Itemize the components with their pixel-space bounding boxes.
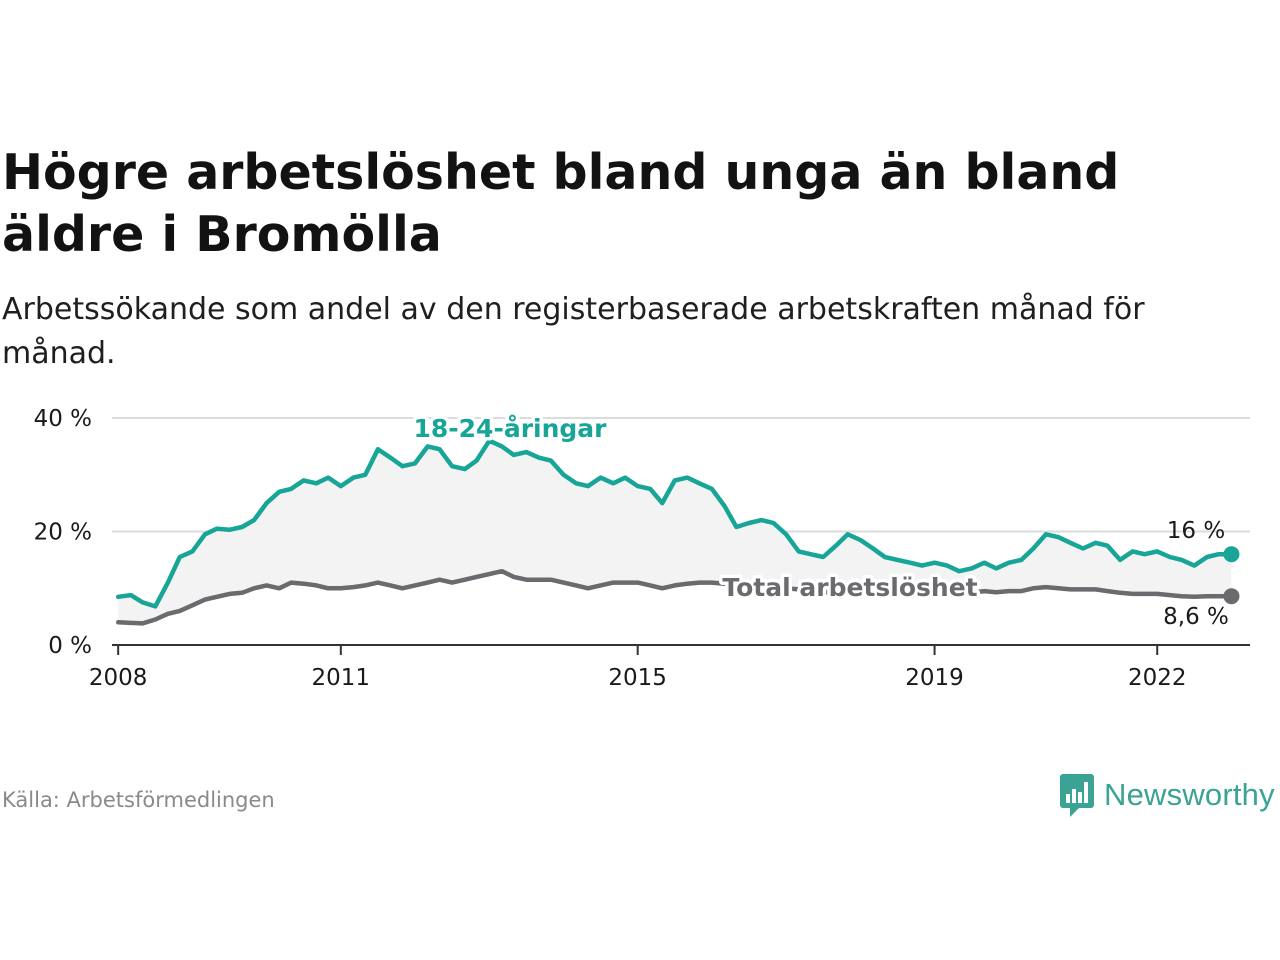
x-tick-label: 2015 <box>608 665 667 691</box>
x-tick-label: 2008 <box>89 665 148 691</box>
chart-subtitle: Arbetssökande som andel av den registerb… <box>2 292 1145 371</box>
y-tick-label: 0 % <box>48 633 92 659</box>
chart-title: Högre arbetslöshet bland unga än bland ä… <box>2 144 1120 263</box>
y-tick-label: 20 % <box>34 520 92 546</box>
series-line-total <box>115 568 1234 626</box>
series-label-youth: 18-24-åringar <box>414 414 608 443</box>
axes: 0 % 20 % 40 % 2008 2011 2015 2019 2022 <box>34 406 1250 691</box>
source-note: Källa: Arbetsförmedlingen <box>2 788 275 812</box>
end-value-label-youth: 16 % <box>1167 518 1225 544</box>
x-tick-label: 2022 <box>1128 665 1187 691</box>
x-tick-label: 2019 <box>905 665 964 691</box>
range-band <box>118 440 1232 624</box>
line-chart: 0 % 20 % 40 % 2008 2011 2015 2019 2022 18-24-år… <box>34 406 1250 691</box>
end-value-label-total: 8,6 % <box>1163 604 1229 630</box>
series-line-youth <box>115 438 1234 609</box>
series-end-dot-youth <box>1223 546 1240 563</box>
brand-logo[interactable]: Newsworthy <box>1058 772 1275 818</box>
y-tick-label: 40 % <box>34 406 92 432</box>
brand-name: Newsworthy <box>1104 777 1275 812</box>
newsworthy-logo-icon <box>1060 774 1094 817</box>
series-label-total: Total arbetslöshet <box>722 573 977 602</box>
x-tick-label: 2011 <box>312 665 371 691</box>
series-end-dot-total <box>1223 588 1240 605</box>
